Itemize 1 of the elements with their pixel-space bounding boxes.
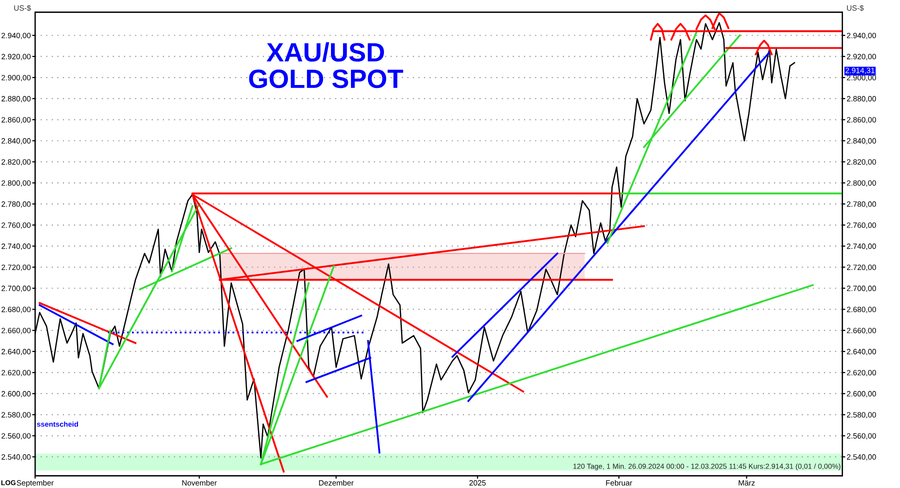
text: XAU/USD GOLD SPOT [249, 42, 404, 88]
